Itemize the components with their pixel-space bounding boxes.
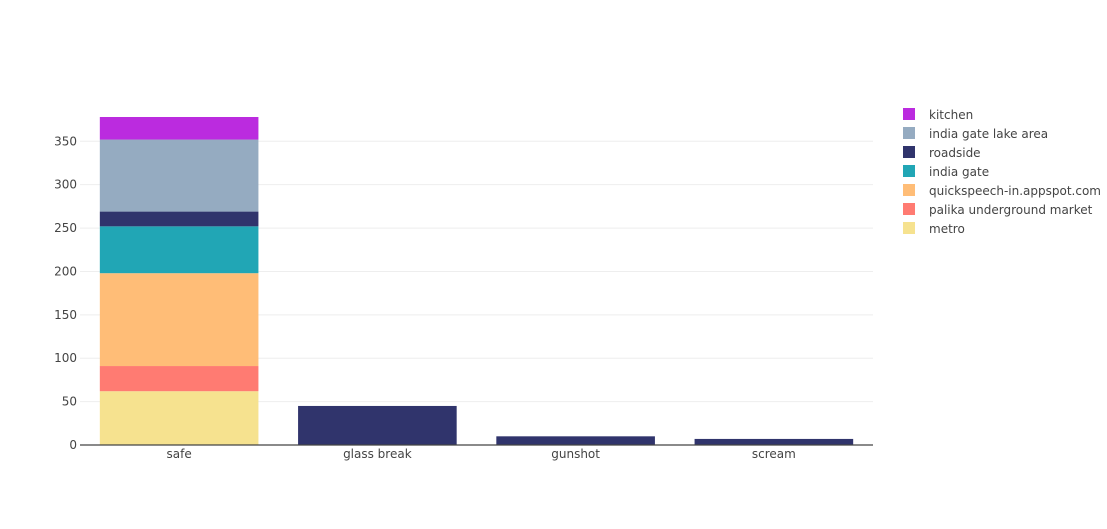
bar-safe-palika-underground-market (99, 366, 259, 392)
bar-safe-roadside (99, 211, 259, 227)
x-tick-label-safe: safe (167, 447, 192, 461)
y-tick-label-200: 200 (54, 264, 77, 278)
legend-label: kitchen (929, 108, 973, 122)
x-tick-label-glass-break: glass break (343, 447, 412, 461)
legend-label: metro (929, 222, 965, 236)
y-tick-label-150: 150 (54, 308, 77, 322)
legend-swatch (903, 184, 915, 196)
bar-gunshot-roadside (496, 436, 655, 445)
x-tick-label-scream: scream (752, 447, 796, 461)
legend-swatch (903, 222, 915, 234)
legend-item-india-gate: india gate (903, 165, 989, 179)
y-tick-label-50: 50 (62, 395, 77, 409)
bar-safe-metro (99, 391, 259, 445)
legend-label: quickspeech-in.appspot.com (929, 184, 1101, 198)
y-tick-label-300: 300 (54, 178, 77, 192)
legend-swatch (903, 127, 915, 139)
legend-swatch (903, 203, 915, 215)
legend-item-metro: metro (903, 222, 965, 236)
legend: kitchen india gate lake area roadside india… (903, 108, 1101, 236)
bar-safe-india-gate-lake-area (99, 139, 259, 212)
legend-item-palika-underground-market: palika underground market (903, 203, 1093, 217)
legend-item-india-gate-lake-area: india gate lake area (903, 127, 1048, 141)
bars (99, 117, 854, 445)
legend-item-kitchen: kitchen (903, 108, 973, 122)
bar-glass-break-roadside (298, 405, 457, 445)
bar-safe-india-gate (99, 226, 259, 274)
axes: 0 50 100 150 200 250 300 350 safe glass break guns… (54, 134, 873, 461)
legend-swatch (903, 146, 915, 158)
x-tick-label-gunshot: gunshot (551, 447, 600, 461)
y-tick-label-100: 100 (54, 351, 77, 365)
y-tick-label-350: 350 (54, 134, 77, 148)
legend-item-quickspeech-in-appspot-com: quickspeech-in.appspot.com (903, 184, 1101, 198)
y-tick-label-0: 0 (69, 438, 77, 452)
bar-scream-roadside (694, 438, 854, 445)
legend-label: india gate lake area (929, 127, 1048, 141)
y-tick-label-250: 250 (54, 221, 77, 235)
legend-label: india gate (929, 165, 989, 179)
bar-safe-kitchen (99, 117, 259, 140)
bar-safe-quickspeech-in-appspot-com (99, 273, 259, 367)
legend-swatch (903, 165, 915, 177)
legend-label: palika underground market (929, 203, 1093, 217)
legend-item-roadside: roadside (903, 146, 981, 160)
legend-label: roadside (929, 146, 981, 160)
legend-swatch (903, 108, 915, 120)
